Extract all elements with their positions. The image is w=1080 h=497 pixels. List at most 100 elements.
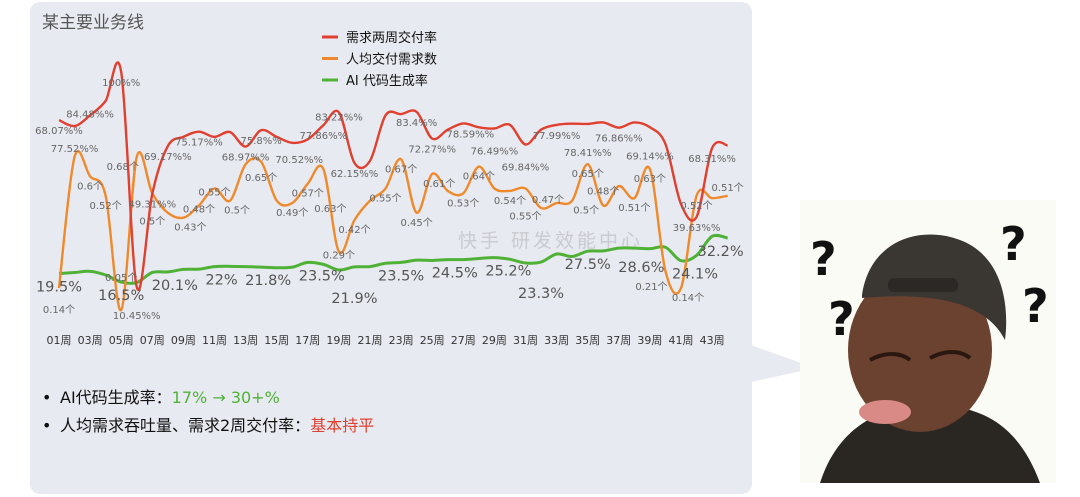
data-label: 0.51个	[618, 202, 650, 214]
question-mark-icon: ?	[828, 292, 855, 346]
x-tick-label: 25周	[420, 334, 445, 347]
summary-list: AI代码生成率：17% → 30+% 人均需求吞吐量、需求2周交付率：基本持平	[42, 384, 374, 440]
x-tick-label: 41周	[669, 334, 694, 347]
x-tick-label: 09周	[171, 334, 196, 347]
x-tick-label: 29周	[482, 334, 507, 347]
data-label: 77.86%%	[300, 131, 348, 142]
x-tick-label: 13周	[233, 334, 258, 347]
data-label: 0.05个	[105, 272, 137, 284]
data-label: 0.5个	[224, 205, 250, 217]
summary-label: AI代码生成率：	[60, 388, 172, 407]
x-tick-label: 21周	[358, 334, 383, 347]
legend-label: 人均交付需求数	[346, 52, 437, 68]
data-label: 0.52个	[90, 200, 122, 212]
data-label: 69.84%%	[502, 162, 550, 173]
data-label: 0.68个	[107, 161, 139, 173]
data-label: 0.21个	[635, 281, 667, 293]
data-label: 76.49%%	[471, 147, 519, 158]
data-label: 0.51个	[712, 182, 744, 194]
data-label: 0.48个	[183, 204, 215, 216]
data-label: 0.14个	[43, 304, 75, 316]
data-label: 0.48个	[587, 186, 619, 198]
data-label: 0.55个	[198, 187, 230, 199]
x-tick-label: 15周	[264, 334, 289, 347]
data-label: 24.1%	[672, 267, 718, 283]
x-tick-label: 23周	[389, 334, 414, 347]
data-label: 23.3%	[518, 286, 564, 302]
data-label: 77.99%%	[533, 131, 581, 142]
data-label: 70.52%%	[275, 155, 323, 166]
series-line-2	[58, 233, 728, 285]
data-label: 21.9%	[331, 291, 377, 307]
data-label: 78.59%%	[446, 129, 494, 140]
summary-label: 人均需求吞吐量、需求2周交付率：	[60, 416, 311, 435]
data-label: 0.65个	[245, 172, 277, 184]
data-label: 78.41%%	[564, 148, 612, 159]
data-label: 19.5%	[36, 280, 82, 296]
data-label: 100%%	[102, 78, 140, 89]
question-mark-icon: ?	[1000, 217, 1027, 271]
data-label: 49.31%%	[128, 200, 176, 211]
x-tick-label: 05周	[109, 334, 134, 347]
data-label: 84.48%%	[66, 109, 114, 120]
data-label: 0.47个	[532, 194, 564, 206]
data-label: 68.31%%	[688, 154, 736, 165]
data-label: 28.6%	[618, 260, 664, 276]
data-label: 0.42个	[338, 224, 370, 236]
data-label: 69.14%%	[626, 151, 674, 162]
data-label: 0.65个	[572, 168, 604, 180]
x-tick-label: 31周	[513, 334, 538, 347]
series-line-0	[58, 61, 728, 292]
data-label: 0.14个	[672, 292, 704, 304]
data-label: 32.2%	[698, 244, 744, 260]
data-label: 68.07%%	[35, 126, 83, 137]
data-label: 68.97%%	[222, 153, 270, 164]
data-label: 72.27%%	[408, 145, 456, 156]
x-tick-label: 43周	[700, 334, 725, 347]
question-mark-icon: ?	[1022, 279, 1049, 333]
data-label: 77.52%%	[51, 144, 99, 155]
data-label: 0.63个	[634, 173, 666, 185]
data-label: 23.5%	[299, 268, 345, 284]
x-tick-label: 11周	[202, 334, 227, 347]
summary-item-ai-rate: AI代码生成率：17% → 30+%	[42, 384, 374, 412]
confused-face-icon: ? ? ? ?	[810, 217, 1049, 483]
data-label: 0.43个	[174, 222, 206, 234]
question-mark-icon: ?	[810, 232, 837, 286]
x-tick-label: 33周	[544, 334, 569, 347]
data-label: 21.8%	[245, 273, 291, 289]
data-label: 0.29个	[323, 250, 355, 262]
x-tick-label: 07周	[140, 334, 165, 347]
data-label: 0.6个	[77, 180, 103, 192]
data-label: 22%	[205, 273, 237, 289]
summary-item-throughput: 人均需求吞吐量、需求2周交付率：基本持平	[42, 412, 374, 440]
data-label: 0.54个	[494, 195, 526, 207]
data-label: 0.49个	[276, 207, 308, 219]
data-label: 23.5%	[378, 268, 424, 284]
x-tick-label: 35周	[575, 334, 600, 347]
data-label: 0.53个	[447, 197, 479, 209]
legend-label: 需求两周交付率	[346, 30, 437, 46]
data-label: 75.8%%	[241, 136, 282, 147]
data-label: 16.5%	[98, 288, 144, 304]
data-label: 0.5个	[139, 215, 165, 227]
data-label: 20.1%	[152, 278, 198, 294]
data-label: 0.5个	[573, 205, 599, 217]
data-label: 0.57个	[292, 188, 324, 200]
data-label: 62.15%%	[331, 169, 379, 180]
summary-value: 17% → 30+%	[171, 388, 280, 407]
x-axis: 01周 03周 05周 07周 09周 11周 13周 15周 17周 19周 21周 23周 25周 2…	[47, 334, 725, 347]
data-label: 0.55个	[509, 211, 541, 223]
data-label: 10.45%%	[113, 311, 161, 322]
x-tick-label: 03周	[78, 334, 103, 347]
data-label: 0.45个	[401, 217, 433, 229]
x-tick-label: 39周	[637, 334, 662, 347]
data-label: 27.5%	[565, 257, 611, 273]
data-label: 0.64个	[463, 171, 495, 183]
x-tick-label: 27周	[451, 334, 476, 347]
data-label: 0.55个	[369, 193, 401, 205]
legend-label: AI 代码生成率	[346, 73, 428, 89]
